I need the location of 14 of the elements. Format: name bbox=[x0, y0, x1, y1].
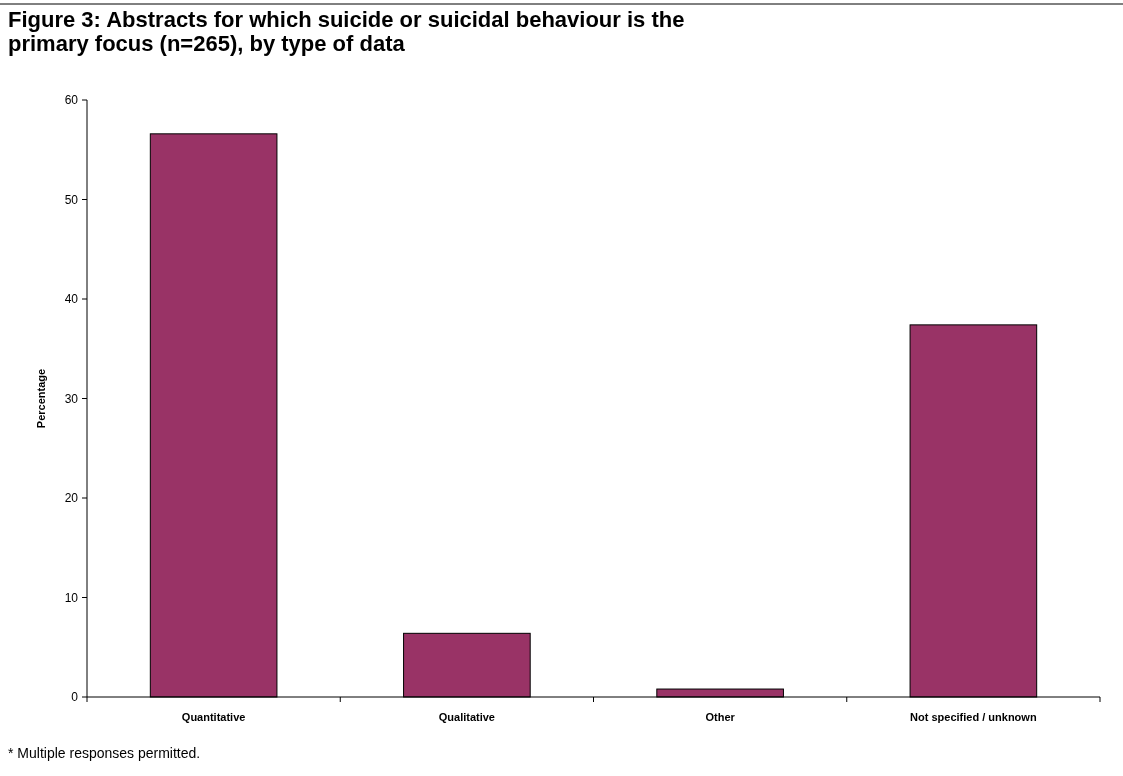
text: * Multiple responses permitted. bbox=[8, 745, 201, 761]
y-tick-label: 20 bbox=[64, 491, 79, 506]
y-tick-label: 60 bbox=[64, 93, 79, 108]
y-tick-label: 40 bbox=[64, 292, 79, 307]
y-tick-label: 50 bbox=[64, 192, 79, 207]
y-tick-label: 10 bbox=[64, 590, 79, 605]
x-tick-label: Not specified / unknown bbox=[910, 711, 1037, 723]
y-tick-label: 30 bbox=[64, 391, 79, 406]
y-tick-label: 0 bbox=[71, 690, 79, 705]
x-tick-label: Quantitative bbox=[181, 711, 246, 723]
chart-title: Figure 3: Abstracts for which suicide or suicidal behaviour is the primary focus (n=265), by type of data bbox=[8, 7, 685, 56]
x-tick-label: Qualitative bbox=[438, 711, 495, 723]
y-axis-title: Percentage bbox=[35, 368, 47, 429]
x-tick-label: Other bbox=[705, 711, 736, 723]
